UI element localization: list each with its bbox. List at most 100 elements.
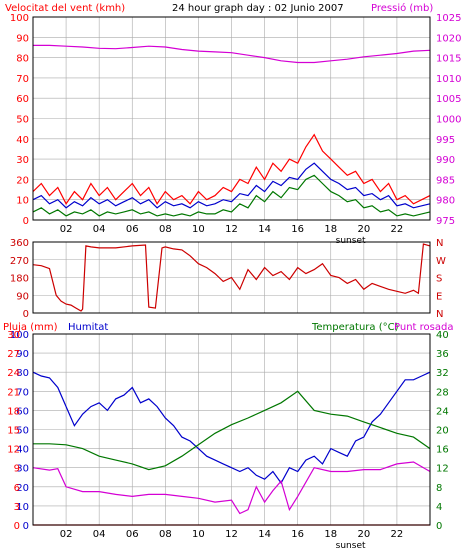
right-tick-label: 1015	[436, 54, 461, 65]
right-tick-label: 12	[436, 464, 449, 475]
right-tick-label: 990	[436, 155, 455, 166]
right-tick-label: 980	[436, 196, 455, 207]
x-tick-label: 12	[225, 529, 238, 540]
graph-layer: 0102030405060708090100975980985990995100…	[3, 13, 461, 551]
x-tick-label: 04	[93, 224, 106, 235]
x-tick-label: 22	[391, 529, 404, 540]
x-tick-label: 18	[324, 529, 337, 540]
rain-tick-label: 12	[7, 445, 20, 456]
right-tick-label: 1005	[436, 94, 461, 105]
series-line	[33, 44, 431, 64]
left-tick-label: 40	[16, 445, 29, 456]
right-tick-label: 28	[436, 387, 449, 398]
right-tick-label: 0	[436, 521, 442, 532]
x-tick-label: 06	[126, 529, 139, 540]
x-tick-label: 20	[357, 224, 370, 235]
right-tick-label: N	[436, 309, 443, 320]
series-line	[32, 371, 431, 485]
right-tick-label: 1010	[436, 74, 461, 85]
right-tick-label: 995	[436, 135, 455, 146]
plot-frame	[32, 333, 431, 526]
right-tick-label: 1000	[436, 115, 461, 126]
x-tick-label: 08	[159, 529, 172, 540]
left-tick-label: 90	[16, 291, 29, 302]
right-tick-label: 32	[436, 368, 449, 379]
plot-frame	[32, 16, 431, 221]
left-tick-label: 60	[16, 94, 29, 105]
header-right: Pressió (mb)	[371, 2, 433, 14]
x-tick-label: 18	[324, 224, 337, 235]
left-tick-label: 80	[16, 54, 29, 65]
left-tick-label: 100	[10, 13, 29, 24]
rain-tick-label: 3	[14, 502, 20, 513]
x-tick-label: 10	[192, 224, 205, 235]
left-tick-label: 80	[16, 368, 29, 379]
right-tick-label: 4	[436, 502, 442, 513]
x-tick-label: 10	[192, 529, 205, 540]
header-dewpoint: Punt rosada	[394, 322, 453, 333]
header-left: Velocitat del vent (kmh)	[5, 3, 125, 14]
left-tick-label: 70	[16, 74, 29, 85]
header-humidity: Humitat	[68, 322, 108, 333]
left-tick-label: 100	[10, 330, 29, 341]
rain-tick-label: 21	[7, 387, 20, 398]
right-tick-label: 16	[436, 445, 449, 456]
rain-tick-label: 0	[14, 521, 20, 532]
x-tick-label: 12	[225, 224, 238, 235]
rain-tick-label: 9	[14, 464, 20, 475]
left-tick-label: 0	[23, 521, 29, 532]
left-tick-label: 20	[16, 483, 29, 494]
left-tick-label: 10	[16, 196, 29, 207]
left-tick-label: 0	[23, 309, 29, 320]
x-tick-label: 02	[60, 224, 73, 235]
rain-tick-label: 24	[7, 368, 20, 379]
x-tick-label: 02	[60, 529, 73, 540]
right-tick-label: 1020	[436, 33, 461, 44]
x-tick-label: 16	[291, 224, 304, 235]
header-center: 24 hour graph day : 02 Junio 2007	[172, 3, 344, 14]
left-tick-label: 270	[10, 256, 29, 267]
header-temperature: Temperatura (°C)	[311, 322, 399, 333]
left-tick-label: 360	[10, 238, 29, 249]
right-tick-label: 8	[436, 483, 442, 494]
series-line	[32, 133, 431, 205]
header-rain: Pluja (mm)	[3, 322, 58, 333]
left-tick-label: 50	[16, 426, 29, 437]
right-tick-label: 985	[436, 175, 455, 186]
series-line	[32, 162, 431, 209]
rain-tick-label: 27	[7, 349, 20, 360]
x-tick-label: 06	[126, 224, 139, 235]
right-tick-label: W	[436, 256, 446, 267]
rain-tick-label: 6	[14, 483, 20, 494]
x-tick-label: 14	[258, 529, 271, 540]
left-tick-label: 50	[16, 115, 29, 126]
left-tick-label: 90	[16, 349, 29, 360]
series-line	[32, 243, 431, 312]
plot-frame	[32, 241, 431, 314]
x-tick-label: 22	[391, 224, 404, 235]
left-tick-label: 40	[16, 135, 29, 146]
right-tick-label: 975	[436, 216, 455, 227]
right-tick-label: E	[436, 291, 442, 302]
left-tick-label: 60	[16, 406, 29, 417]
x-tick-label: 20	[357, 529, 370, 540]
right-tick-label: 24	[436, 406, 449, 417]
right-tick-label: 36	[436, 349, 449, 360]
x-tick-label: 04	[93, 529, 106, 540]
left-tick-label: 30	[16, 464, 29, 475]
rain-tick-label: 15	[7, 426, 20, 437]
sunset-label: sunset	[336, 236, 366, 246]
sunset-label: sunset	[336, 541, 366, 551]
right-tick-label: 40	[436, 330, 449, 341]
series-line	[32, 174, 431, 217]
x-tick-label: 14	[258, 224, 271, 235]
left-tick-label: 20	[16, 175, 29, 186]
left-tick-label: 10	[16, 502, 29, 513]
left-tick-label: 90	[16, 33, 29, 44]
right-tick-label: 20	[436, 426, 449, 437]
rain-tick-label: 30	[7, 330, 20, 341]
right-tick-label: S	[436, 274, 442, 285]
left-tick-label: 70	[16, 387, 29, 398]
